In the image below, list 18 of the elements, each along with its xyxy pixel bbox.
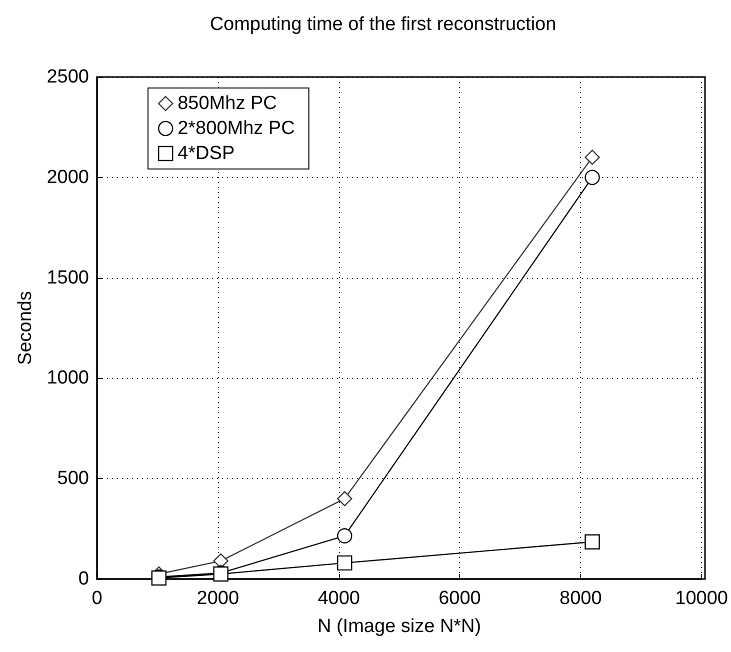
x-tick-label: 8000 [560, 588, 602, 609]
legend-label: 2*800Mhz PC [178, 118, 295, 139]
chart-title: Computing time of the first reconstruction [210, 14, 556, 35]
y-tick-label: 1500 [46, 267, 89, 288]
legend-label: 4*DSP [178, 143, 235, 164]
legend-label: 850Mhz PC [178, 93, 277, 114]
x-axis-title: N (Image size N*N) [317, 616, 482, 637]
y-tick-label: 2500 [46, 66, 89, 88]
y-tick-label: 0 [78, 568, 89, 590]
y-tick-label: 500 [57, 468, 89, 490]
x-tick-label: 6000 [438, 588, 481, 609]
y-tick-label: 2000 [46, 166, 89, 188]
y-tick-label: 1000 [46, 368, 89, 389]
x-tick-label: 10000 [675, 588, 728, 609]
x-tick-label: 2000 [196, 588, 240, 609]
y-axis-title: Seconds [15, 291, 36, 365]
x-tick-label: 4000 [318, 588, 360, 609]
x-tick-label: 0 [92, 588, 102, 609]
